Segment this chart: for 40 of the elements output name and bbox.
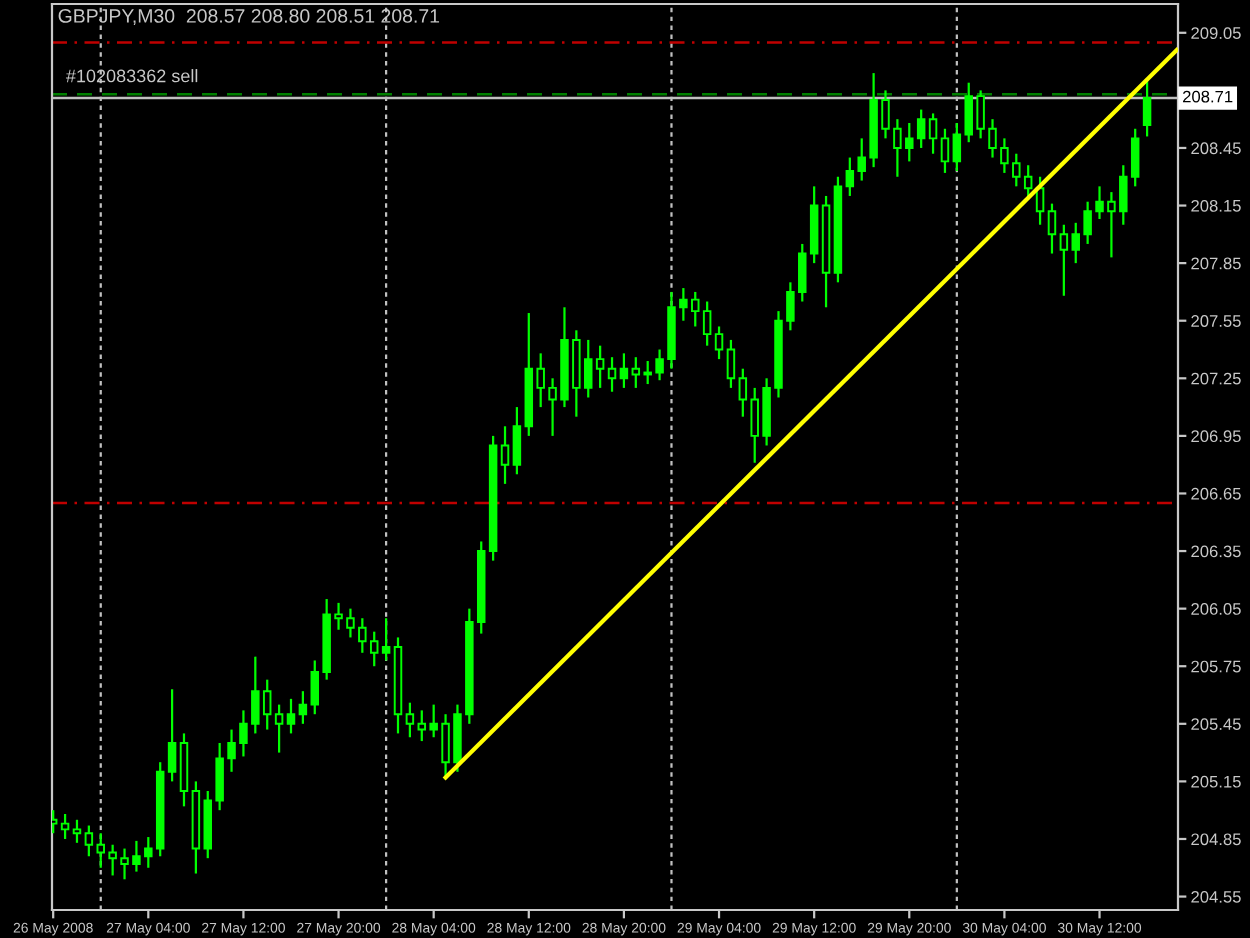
candlestick xyxy=(726,338,736,390)
y-tick-label: 208.15 xyxy=(1191,199,1241,212)
y-tick-label: 209.05 xyxy=(1191,27,1241,39)
candlestick xyxy=(286,697,296,735)
y-tick-label: 207.25 xyxy=(1191,372,1241,385)
candlestick xyxy=(167,688,177,783)
candlestick xyxy=(1059,223,1069,297)
y-tick-label: 205.15 xyxy=(1191,775,1241,788)
y-tick-label: 206.95 xyxy=(1191,430,1241,443)
candlestick xyxy=(179,732,189,808)
candlestick xyxy=(60,812,70,841)
candlestick xyxy=(595,344,605,390)
candlestick xyxy=(714,325,724,361)
y-tick-label: 205.75 xyxy=(1191,660,1241,673)
candlestick xyxy=(500,425,510,485)
candlestick xyxy=(619,352,629,390)
y-tick-label: 208.45 xyxy=(1191,142,1241,155)
chart-title: GBPJPY,M30 208.57 208.80 208.51 208.71 xyxy=(58,9,440,26)
candlestick xyxy=(84,824,94,858)
candlestick xyxy=(512,405,522,476)
y-tick-label: 205.45 xyxy=(1191,718,1241,731)
y-tick-label: 206.65 xyxy=(1191,487,1241,500)
candlestick xyxy=(607,356,617,393)
ref-line-label: 208.71 xyxy=(1183,90,1233,103)
candlestick xyxy=(1142,79,1152,138)
y-tick-label: 206.05 xyxy=(1191,603,1241,615)
candlestick xyxy=(72,818,82,844)
candlestick xyxy=(928,112,938,155)
y-tick-label: 204.55 xyxy=(1191,890,1241,903)
ref-line-label: #102083362 sell xyxy=(65,69,198,83)
y-tick-label: 207.55 xyxy=(1191,315,1241,327)
y-tick-label: 206.35 xyxy=(1191,545,1241,558)
candlestick xyxy=(1047,202,1057,255)
candlestick xyxy=(381,617,391,662)
candlestick xyxy=(405,701,415,739)
candlestick xyxy=(940,127,950,175)
y-tick-label: 204.85 xyxy=(1191,833,1241,846)
y-tick-label: 207.85 xyxy=(1191,257,1241,270)
candlestick xyxy=(298,690,308,725)
candlestick xyxy=(274,703,284,754)
